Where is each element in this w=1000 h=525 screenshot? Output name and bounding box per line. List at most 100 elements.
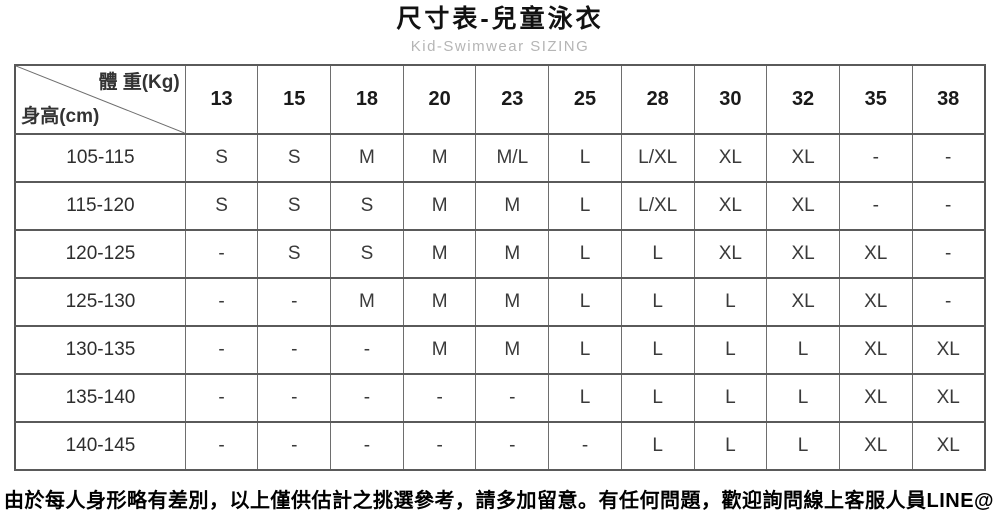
diagonal-divider-line [17, 67, 184, 132]
size-value-cell: S [184, 181, 259, 231]
size-value-cell: L [693, 325, 768, 375]
size-value-cell: - [184, 373, 259, 423]
size-value-cell: M [402, 277, 477, 327]
height-range-cell: 125-130 [14, 277, 186, 327]
size-value-cell: M/L [475, 133, 550, 183]
height-axis-label: 身高(cm) [21, 106, 100, 127]
table-row: 140-145- - - - - - L L L XL XL [14, 421, 986, 471]
weight-header-cell: 18 [330, 64, 404, 135]
footer-note: 由於每人身形略有差別，以上僅供估計之挑選參考，請多加留意。有任何問題，歡迎詢問線… [4, 490, 995, 512]
size-value-cell: XL [911, 421, 986, 471]
page-subtitle: Kid-Swimwear SIZING [410, 38, 590, 55]
size-value-cell: XL [911, 325, 986, 375]
size-value-cell: XL [766, 181, 840, 231]
table-row: 105-115 S S M M M/L L L/XL XL XL - - [14, 133, 986, 183]
size-value-cell: XL [911, 373, 986, 423]
weight-header-cell: 23 [475, 64, 550, 135]
size-value-cell: - [257, 373, 332, 423]
size-value-cell: L [620, 325, 695, 375]
size-value-cell: - [402, 373, 477, 423]
size-value-cell: L [620, 373, 695, 423]
height-range-cell: 120-125 [14, 229, 186, 279]
corner-header-cell: 體 重(Kg) 身高(cm) [14, 64, 186, 135]
size-value-cell: - [184, 325, 259, 375]
size-value-cell: - [330, 325, 404, 375]
size-value-cell: XL [693, 133, 768, 183]
size-value-cell: L [620, 229, 695, 279]
size-value-cell: - [548, 421, 622, 471]
size-value-cell: S [257, 229, 332, 279]
size-value-cell: M [330, 133, 404, 183]
size-value-cell: XL [838, 277, 913, 327]
size-value-cell: XL [766, 133, 840, 183]
weight-header-cell: 25 [548, 64, 622, 135]
height-range-cell: 140-145 [14, 421, 186, 471]
size-value-cell: - [330, 421, 404, 471]
size-value-cell: L [693, 277, 768, 327]
size-value-cell: M [402, 181, 477, 231]
size-value-cell: L [548, 133, 622, 183]
size-value-cell: L [548, 229, 622, 279]
size-value-cell: - [911, 133, 986, 183]
size-value-cell: - [184, 229, 259, 279]
size-value-cell: - [838, 133, 913, 183]
size-value-cell: L [620, 277, 695, 327]
weight-header-cell: 32 [766, 64, 840, 135]
height-range-cell: 115-120 [14, 181, 186, 231]
size-value-cell: L [693, 373, 768, 423]
size-value-cell: M [475, 229, 550, 279]
size-value-cell: S [257, 133, 332, 183]
size-value-cell: M [330, 277, 404, 327]
size-value-cell: L [620, 421, 695, 471]
size-value-cell: - [402, 421, 477, 471]
weight-header-cell: 20 [402, 64, 477, 135]
size-value-cell: XL [693, 229, 768, 279]
size-value-cell: M [475, 277, 550, 327]
size-value-cell: XL [838, 373, 913, 423]
weight-header-cell: 35 [838, 64, 913, 135]
weight-header-cell: 13 [184, 64, 259, 135]
table-row: 130-135- - - M M L L L L XL XL [14, 325, 986, 375]
table-header-row: 體 重(Kg) 身高(cm) 13 15 18 20 23 25 28 30 32 35 38 [14, 64, 986, 135]
size-value-cell: - [911, 229, 986, 279]
size-value-cell: - [911, 181, 986, 231]
weight-header-cell: 28 [620, 64, 695, 135]
size-value-cell: - [257, 277, 332, 327]
size-value-cell: L/XL [620, 133, 695, 183]
height-range-cell: 105-115 [14, 133, 186, 183]
page-title: 尺寸表-兒童泳衣 [396, 5, 604, 33]
size-value-cell: XL [838, 229, 913, 279]
size-value-cell: S [330, 229, 404, 279]
table-row: 120-125- S S M M L L XL XL XL - [14, 229, 986, 279]
size-value-cell: L [693, 421, 768, 471]
size-value-cell: XL [766, 229, 840, 279]
size-value-cell: - [184, 277, 259, 327]
size-value-cell: L [548, 181, 622, 231]
table-row: 115-120 S S S M M L L/XL XL XL - - [14, 181, 986, 231]
size-value-cell: L [548, 373, 622, 423]
height-range-cell: 130-135 [14, 325, 186, 375]
size-value-cell: XL [838, 325, 913, 375]
size-value-cell: M [402, 133, 477, 183]
size-value-cell: S [330, 181, 404, 231]
weight-header-cell: 30 [693, 64, 768, 135]
size-value-cell: XL [838, 421, 913, 471]
weight-header-cell: 15 [257, 64, 332, 135]
size-value-cell: - [475, 421, 550, 471]
size-value-cell: L [766, 325, 840, 375]
size-value-cell: XL [766, 277, 840, 327]
size-value-cell: - [911, 277, 986, 327]
size-value-cell: L [548, 325, 622, 375]
size-value-cell: XL [693, 181, 768, 231]
size-value-cell: L [766, 421, 840, 471]
size-value-cell: - [257, 325, 332, 375]
size-value-cell: - [475, 373, 550, 423]
size-value-cell: - [330, 373, 404, 423]
size-value-cell: L [548, 277, 622, 327]
size-value-cell: - [184, 421, 259, 471]
size-value-cell: L [766, 373, 840, 423]
size-value-cell: S [257, 181, 332, 231]
height-range-cell: 135-140 [14, 373, 186, 423]
size-value-cell: M [475, 181, 550, 231]
